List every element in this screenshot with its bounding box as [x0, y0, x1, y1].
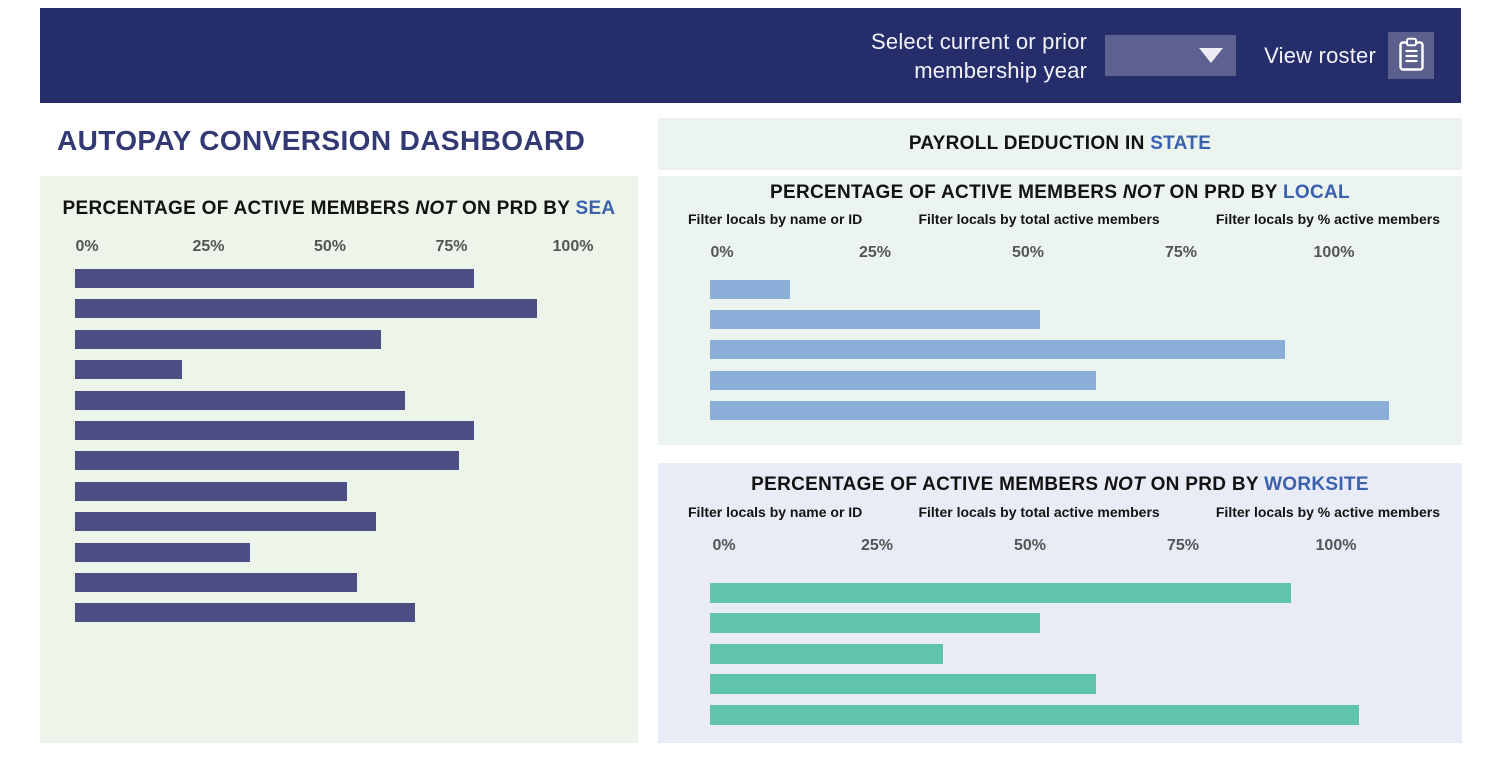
- clipboard-icon: [1396, 37, 1427, 75]
- local-bar-3[interactable]: [710, 340, 1285, 359]
- sea-bar-6[interactable]: [75, 421, 474, 440]
- local-filter-total-active[interactable]: Filter locals by total active members: [918, 211, 1160, 227]
- worksite-bar-5[interactable]: [710, 705, 1359, 725]
- local-bar-5[interactable]: [710, 401, 1389, 420]
- local-title-middle: ON PRD BY: [1163, 182, 1283, 203]
- worksite-chart-panel: PERCENTAGE OF ACTIVE MEMBERS NOT ON PRD …: [658, 463, 1462, 743]
- axis-tick-label: 0%: [710, 244, 734, 261]
- worksite-bar-1[interactable]: [710, 583, 1291, 603]
- axis-tick-label: 25%: [860, 537, 894, 554]
- local-title-accent: LOCAL: [1283, 182, 1350, 203]
- view-roster-label: View roster: [1264, 42, 1376, 68]
- membership-year-label: Select current or prior membership year: [871, 27, 1087, 85]
- axis-tick-label: 100%: [552, 238, 594, 255]
- axis-tick-label: 100%: [1313, 244, 1355, 261]
- worksite-filters-row: Filter locals by name or ID Filter local…: [658, 504, 1462, 520]
- local-bar-4[interactable]: [710, 371, 1096, 390]
- local-filter-name-id[interactable]: Filter locals by name or ID: [688, 211, 863, 227]
- caret-down-icon: [1199, 48, 1224, 63]
- sea-bar-10[interactable]: [75, 543, 250, 562]
- sea-bar-1[interactable]: [75, 269, 474, 288]
- axis-tick-label: 100%: [1315, 537, 1357, 554]
- sea-bar-5[interactable]: [75, 391, 405, 410]
- sea-bar-11[interactable]: [75, 573, 357, 592]
- axis-tick-label: 0%: [75, 238, 99, 255]
- sea-bar-7[interactable]: [75, 451, 459, 470]
- local-title-not: NOT: [1122, 182, 1164, 203]
- local-filter-pct-active[interactable]: Filter locals by % active members: [1215, 211, 1440, 227]
- local-bar-2[interactable]: [710, 310, 1040, 329]
- local-chart-panel: PERCENTAGE OF ACTIVE MEMBERS NOT ON PRD …: [658, 176, 1462, 445]
- page-title: AUTOPAY CONVERSION DASHBOARD: [57, 125, 586, 156]
- worksite-bar-2[interactable]: [710, 613, 1040, 633]
- sea-bar-3[interactable]: [75, 330, 381, 349]
- membership-year-label-line1: Select current or prior: [871, 28, 1088, 54]
- payroll-deduction-state-banner: PAYROLL DEDUCTION IN STATE: [658, 118, 1462, 170]
- local-chart-title: PERCENTAGE OF ACTIVE MEMBERS NOT ON PRD …: [658, 182, 1462, 204]
- axis-tick-label: 25%: [858, 244, 892, 261]
- worksite-title-accent: WORKSITE: [1264, 474, 1369, 495]
- sea-bar-12[interactable]: [75, 603, 415, 622]
- sea-title-middle: ON PRD BY: [456, 198, 576, 219]
- state-banner-title-text: PAYROLL DEDUCTION IN: [908, 133, 1151, 154]
- axis-tick-label: 75%: [435, 238, 468, 255]
- worksite-title-not: NOT: [1103, 474, 1145, 495]
- worksite-filter-pct-active[interactable]: Filter locals by % active members: [1215, 504, 1440, 520]
- sea-chart-title: PERCENTAGE OF ACTIVE MEMBERS NOT ON PRD …: [40, 198, 638, 220]
- sea-title-not: NOT: [415, 198, 457, 219]
- view-roster-button[interactable]: [1388, 32, 1434, 79]
- sea-title-accent: SEA: [575, 198, 616, 219]
- membership-year-label-line2: membership year: [914, 57, 1088, 83]
- worksite-bar-4[interactable]: [710, 674, 1096, 694]
- header-bar: Select current or prior membership year …: [40, 8, 1461, 103]
- state-banner-accent: STATE: [1150, 133, 1212, 154]
- axis-tick-label: 50%: [1011, 244, 1045, 261]
- sea-bar-9[interactable]: [75, 512, 376, 531]
- membership-year-dropdown[interactable]: [1105, 35, 1237, 76]
- axis-tick-label: 0%: [712, 537, 736, 554]
- worksite-filter-total-active[interactable]: Filter locals by total active members: [918, 504, 1160, 520]
- state-banner-title: PAYROLL DEDUCTION IN STATE: [909, 133, 1211, 155]
- local-bar-1[interactable]: [710, 280, 790, 299]
- sea-chart-panel: PERCENTAGE OF ACTIVE MEMBERS NOT ON PRD …: [40, 176, 638, 743]
- worksite-bar-3[interactable]: [710, 644, 943, 664]
- worksite-chart-title: PERCENTAGE OF ACTIVE MEMBERS NOT ON PRD …: [658, 474, 1462, 496]
- worksite-title-prefix: PERCENTAGE OF ACTIVE MEMBERS: [751, 474, 1104, 495]
- sea-title-prefix: PERCENTAGE OF ACTIVE MEMBERS: [62, 198, 416, 219]
- sea-bar-2[interactable]: [75, 299, 537, 318]
- sea-bar-4[interactable]: [75, 360, 182, 379]
- sea-bar-8[interactable]: [75, 482, 347, 501]
- axis-tick-label: 25%: [192, 238, 225, 255]
- axis-tick-label: 75%: [1166, 537, 1200, 554]
- axis-tick-label: 50%: [313, 238, 347, 255]
- worksite-filter-name-id[interactable]: Filter locals by name or ID: [688, 504, 863, 520]
- axis-tick-label: 50%: [1013, 537, 1047, 554]
- axis-tick-label: 75%: [1164, 244, 1198, 261]
- worksite-title-middle: ON PRD BY: [1144, 474, 1265, 495]
- local-filters-row: Filter locals by name or ID Filter local…: [658, 211, 1462, 227]
- local-title-prefix: PERCENTAGE OF ACTIVE MEMBERS: [770, 182, 1123, 203]
